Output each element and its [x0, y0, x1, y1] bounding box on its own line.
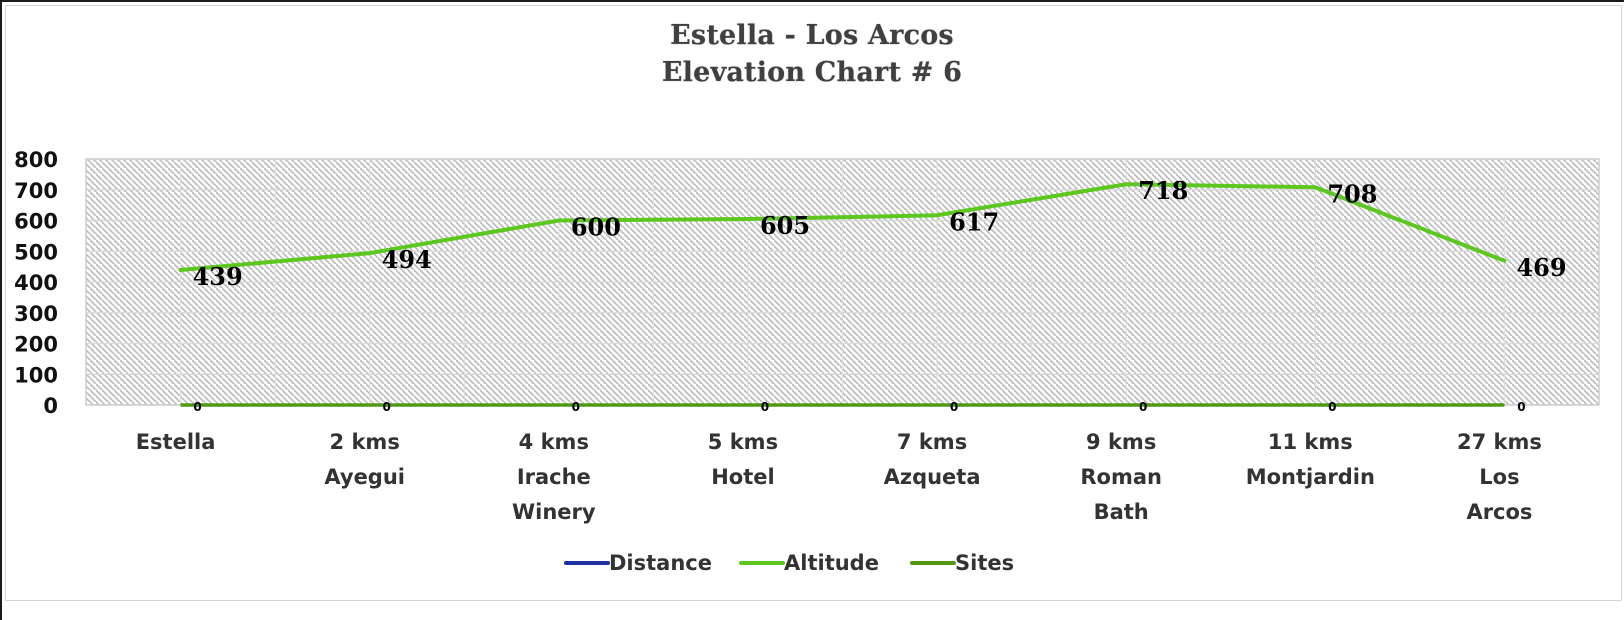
altitude-series-line	[178, 182, 1507, 273]
legend-label: Sites	[955, 551, 1014, 575]
x-category-label: 7 kms Azqueta	[884, 430, 981, 489]
x-category-label: 4 kms Irache Winery	[512, 430, 596, 524]
chart-subtitle: Elevation Chart # 6	[661, 57, 963, 88]
legend-item-sites: Sites	[910, 551, 1014, 575]
y-tick-label: 500	[14, 240, 58, 264]
legend-label: Altitude	[784, 551, 879, 575]
sites-data-label: 0	[1139, 400, 1147, 414]
y-tick-label: 700	[14, 179, 58, 203]
x-category-label: Estella	[136, 430, 216, 454]
legend-label: Distance	[609, 551, 712, 575]
x-category-label: 5 kms Hotel	[708, 430, 778, 489]
sites-data-label: 0	[761, 400, 769, 414]
y-tick-label: 200	[14, 333, 58, 357]
altitude-data-label: 605	[760, 211, 810, 240]
x-axis-labels: Estella 2 kms Ayegui 4 kms Irache Winery 5 kms…	[136, 430, 1542, 524]
y-tick-label: 300	[14, 302, 58, 326]
legend-item-altitude: Altitude	[739, 551, 879, 575]
altitude-data-label: 494	[382, 245, 432, 274]
x-category-label: 2 kms Ayegui	[324, 430, 405, 489]
altitude-line	[178, 182, 1507, 273]
y-tick-label: 400	[14, 271, 58, 295]
altitude-data-label: 708	[1327, 179, 1377, 208]
altitude-data-label: 439	[193, 262, 243, 291]
sites-data-label: 0	[193, 400, 201, 414]
y-tick-label: 0	[43, 394, 58, 418]
x-category-label: 9 kms Roman Bath	[1080, 430, 1162, 524]
y-tick-label: 100	[14, 363, 58, 387]
sites-data-label: 0	[1517, 400, 1525, 414]
x-category-label: 27 kms Los Arcos	[1457, 430, 1542, 524]
altitude-data-label: 617	[949, 207, 999, 236]
data-labels: 439 494 600 605 617 718 708 469 0 0 0 0 0 0 0 0	[193, 176, 1567, 414]
chart-title: Estella - Los Arcos	[670, 20, 954, 51]
altitude-data-label: 600	[571, 213, 621, 242]
y-axis: 0 100 200 300 400 500 600 700 800	[14, 148, 58, 418]
y-tick-label: 600	[14, 210, 58, 234]
legend-item-distance: Distance	[564, 551, 712, 575]
legend: Distance Altitude Sites	[564, 551, 1014, 575]
sites-data-label: 0	[383, 400, 391, 414]
altitude-data-label: 469	[1516, 253, 1566, 282]
x-category-label: 11 kms Montjardin	[1246, 430, 1375, 489]
sites-data-label: 0	[950, 400, 958, 414]
sites-data-label: 0	[1328, 400, 1336, 414]
sites-data-label: 0	[572, 400, 580, 414]
altitude-data-label: 718	[1138, 176, 1188, 205]
y-tick-label: 800	[14, 148, 58, 172]
